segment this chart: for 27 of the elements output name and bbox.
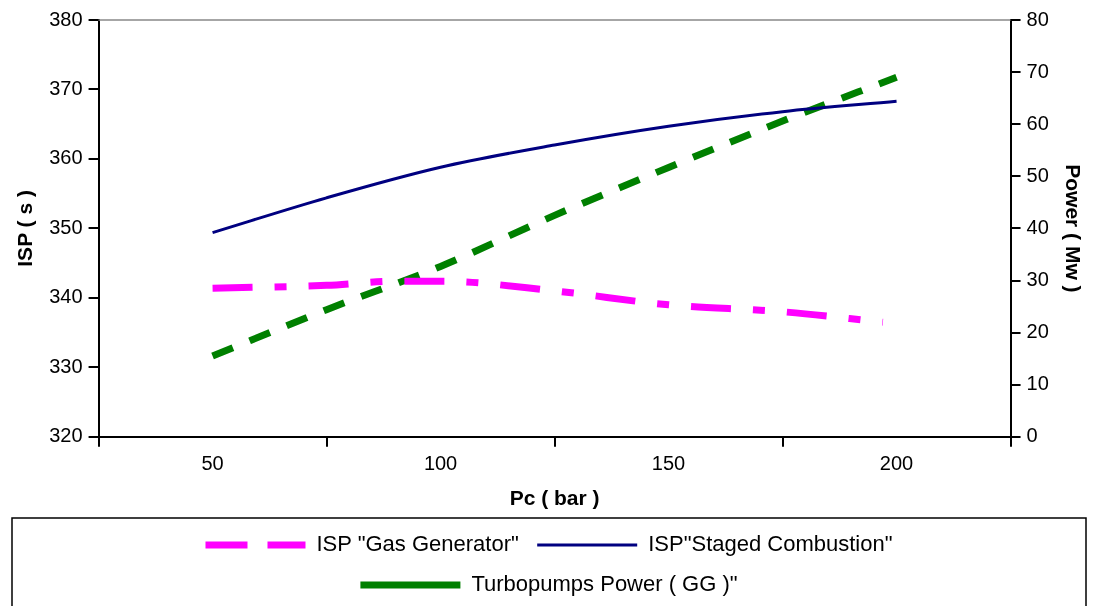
y-tick-label: 360 [49,146,83,169]
legend-label: ISP "Gas Generator" [316,531,519,557]
y-tick-label: 340 [49,285,83,308]
y2-tick-label: 50 [1026,163,1049,186]
x-tick-label: 150 [651,452,686,475]
y-tick-label: 380 [49,7,83,30]
y2-tick-label: 30 [1026,268,1049,291]
legend-label: ISP"Staged Combustion" [648,531,893,557]
y2-tick-label: 10 [1026,372,1049,395]
y2-tick-label: 0 [1026,424,1038,447]
y-tick-label: 370 [49,76,83,99]
y-tick-label: 350 [49,215,83,238]
legend-label: Turbopumps Power ( GG )" [471,571,738,597]
x-tick-label: 200 [879,452,914,475]
y2-axis-title: Power ( Mw ) [1061,164,1085,293]
y2-tick-label: 70 [1026,59,1049,82]
line-series [211,99,899,235]
y2-tick-label: 40 [1026,215,1049,238]
y2-tick-label: 20 [1026,320,1049,343]
x-tick-label: 50 [201,452,224,475]
y-tick-label: 330 [49,354,83,377]
y-axis-title: ISP ( s ) [13,190,37,267]
y2-tick-label: 80 [1026,7,1049,30]
x-tick-label: 100 [423,452,458,475]
x-axis-title: Pc ( bar ) [509,486,600,510]
y2-tick-label: 60 [1026,111,1049,134]
y-tick-label: 320 [49,424,83,447]
